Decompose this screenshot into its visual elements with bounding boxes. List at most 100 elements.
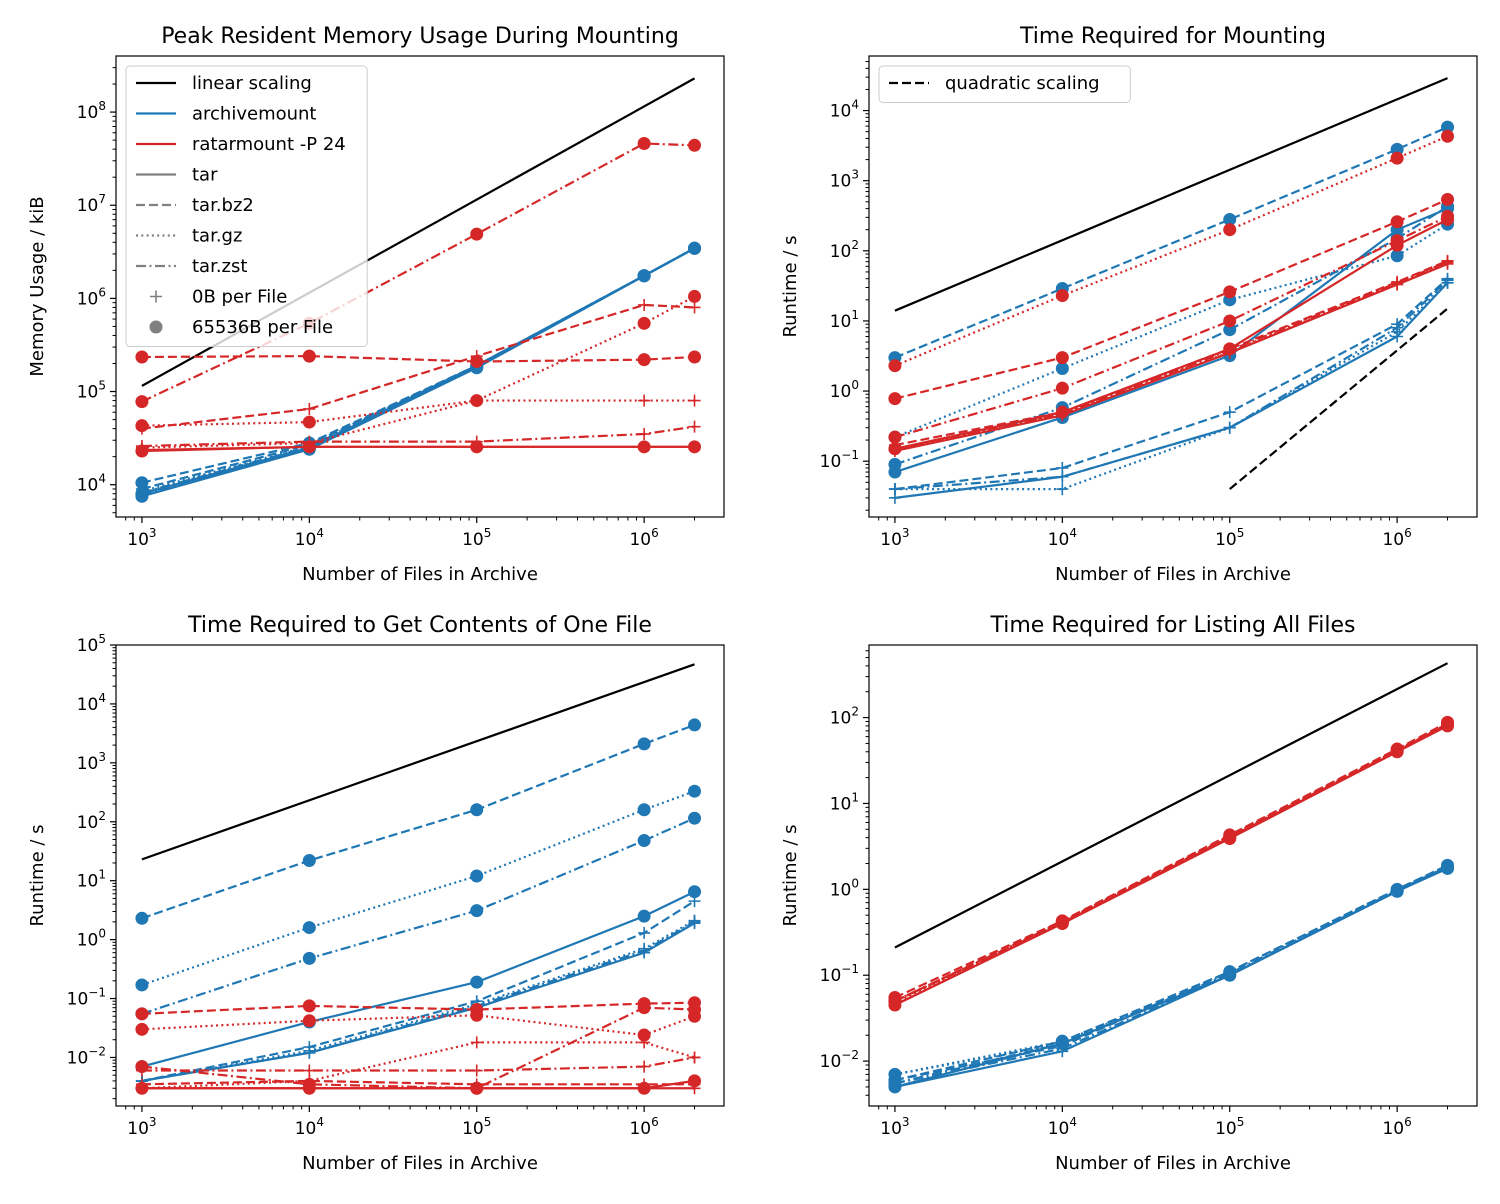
- series-line: [894, 865, 1448, 1085]
- x-tick-label: 104: [295, 1115, 324, 1139]
- data-point-dot: [1055, 381, 1069, 395]
- series-line: [894, 864, 1448, 1082]
- y-tick-label: 107: [77, 192, 106, 216]
- series-line: [894, 277, 1449, 491]
- data-point-dot: [1223, 285, 1237, 299]
- x-tick-label: 103: [880, 526, 909, 550]
- data-point-dot: [1390, 234, 1404, 248]
- series-line: [894, 865, 1449, 1076]
- legend-label: archivemount: [192, 104, 317, 125]
- series-line: [894, 721, 1449, 999]
- legend-label: 65536B per File: [192, 317, 333, 338]
- data-point-dot: [1390, 151, 1404, 165]
- x-tick-label: 106: [629, 526, 658, 550]
- data-point-dot: [688, 718, 702, 732]
- data-point-dot: [637, 353, 651, 367]
- quadratic-scaling-line: [1229, 307, 1449, 490]
- data-point-dot: [1055, 916, 1069, 930]
- data-point-plus: [688, 301, 701, 314]
- data-point-plus: [1223, 421, 1236, 434]
- y-axis-label: Runtime / s: [780, 235, 801, 337]
- data-point-dot: [470, 869, 484, 883]
- linear-scaling-line: [894, 662, 1449, 949]
- data-point-dot: [470, 975, 484, 989]
- x-tick-label: 105: [462, 526, 491, 550]
- data-point-dot: [1441, 860, 1455, 874]
- y-tick-label: 10−1: [67, 986, 106, 1010]
- data-point-plus: [470, 1036, 483, 1049]
- series-line: [141, 790, 695, 986]
- series-line: [894, 205, 1449, 466]
- data-point-plus: [638, 1060, 651, 1073]
- legend-dot-swatch: [149, 320, 163, 334]
- data-point-plus: [1441, 255, 1454, 268]
- data-point-dot: [302, 349, 316, 363]
- data-point-dot: [135, 476, 149, 490]
- series-line: [894, 259, 1448, 447]
- y-tick-label: 104: [830, 98, 859, 122]
- legend-label: 0B per File: [192, 287, 287, 308]
- axes-frame: [868, 644, 1478, 1107]
- y-tick-label: 108: [77, 99, 106, 123]
- data-point-dot: [1441, 129, 1455, 143]
- series-line: [894, 866, 1448, 1085]
- data-point-plus: [688, 1051, 701, 1064]
- data-point-dot: [1390, 744, 1404, 758]
- y-tick-label: 100: [77, 927, 106, 951]
- data-point-plus: [1056, 483, 1069, 496]
- series-line: [141, 142, 695, 403]
- data-point-dot: [1390, 883, 1404, 897]
- data-point-plus: [888, 483, 901, 496]
- data-point-dot: [688, 811, 702, 825]
- data-point-dot: [1223, 342, 1237, 356]
- series-line: [141, 920, 696, 1082]
- data-point-dot: [135, 419, 149, 433]
- chart-panel-1: Peak Resident Memory Usage During Mounti…: [27, 24, 725, 585]
- data-point-dot: [888, 994, 902, 1008]
- y-tick-label: 104: [77, 472, 106, 496]
- y-axis-label: Runtime / s: [27, 824, 48, 926]
- y-tick-label: 101: [830, 308, 859, 332]
- data-point-dot: [688, 784, 702, 798]
- y-tick-label: 102: [830, 705, 859, 729]
- x-tick-label: 103: [127, 1115, 156, 1139]
- data-point-dot: [135, 395, 149, 409]
- data-point-dot: [470, 803, 484, 817]
- series-line: [141, 1014, 695, 1037]
- series-line: [894, 866, 1448, 1076]
- data-point-plus: [638, 428, 651, 441]
- plot-area: [888, 77, 1455, 504]
- data-point-dot: [470, 904, 484, 918]
- y-tick-label: 102: [830, 238, 859, 262]
- data-point-dot: [470, 394, 484, 408]
- chart-title: Time Required to Get Contents of One Fil…: [187, 613, 652, 638]
- series-line: [141, 890, 696, 1068]
- data-point-dot: [302, 951, 316, 965]
- series-line: [894, 261, 1448, 450]
- data-point-plus: [638, 926, 651, 939]
- axes-frame: [115, 644, 725, 1107]
- series-line: [141, 295, 696, 427]
- data-point-dot: [1223, 212, 1237, 226]
- y-tick-label: 103: [830, 168, 859, 192]
- data-point-plus: [638, 298, 651, 311]
- data-point-dot: [1223, 966, 1237, 980]
- chart-title: Time Required for Listing All Files: [990, 613, 1356, 638]
- x-tick-label: 106: [629, 1115, 658, 1139]
- legend: linear scaling archivemount ratarmount -P …: [125, 65, 368, 347]
- x-axis-label: Number of Files in Archive: [302, 564, 538, 585]
- y-tick-label: 10−1: [820, 448, 859, 472]
- data-point-plus: [1223, 406, 1236, 419]
- data-point-dot: [135, 978, 149, 992]
- y-tick-label: 102: [77, 809, 106, 833]
- data-point-dot: [888, 442, 902, 456]
- axes-frame: [868, 55, 1478, 518]
- chart-title: Peak Resident Memory Usage During Mounti…: [161, 24, 679, 49]
- data-point-dot: [1223, 314, 1237, 328]
- series-line: [141, 1001, 695, 1015]
- legend-label: quadratic scaling: [945, 73, 1100, 94]
- legend-label: tar.zst: [192, 256, 247, 277]
- data-point-plus: [688, 915, 701, 928]
- y-tick-label: 104: [77, 691, 106, 715]
